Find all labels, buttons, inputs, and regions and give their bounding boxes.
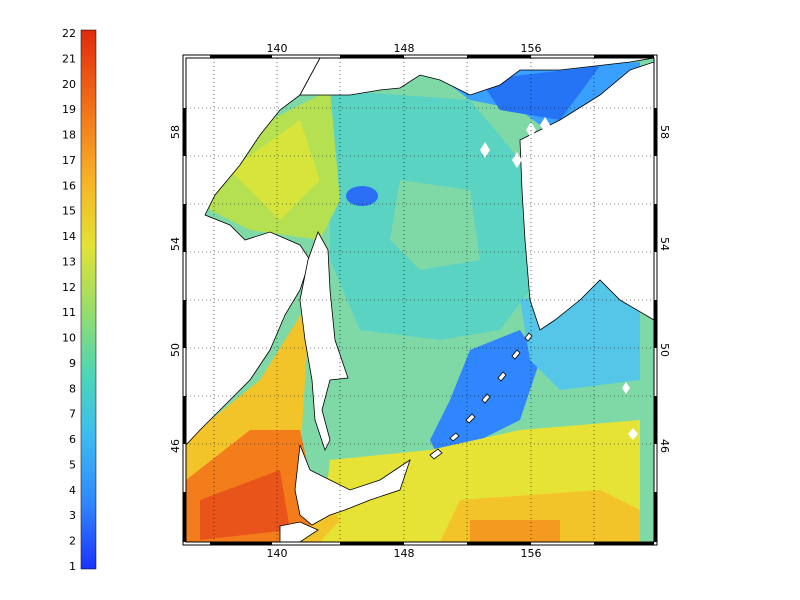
north-coast xyxy=(299,58,654,96)
colorbar-tick-label: 15 xyxy=(62,205,76,218)
colorbar-tick-label: 10 xyxy=(62,332,76,345)
colorbar-tick-label: 8 xyxy=(69,382,76,395)
colorbar-tick-label: 18 xyxy=(62,129,76,142)
colorbar-tick-label: 17 xyxy=(62,154,76,167)
kamchatka xyxy=(519,61,654,331)
sakhalin xyxy=(299,231,349,452)
lon-labels-bottom: 140 148 156 xyxy=(267,547,542,560)
lon-label-top: 148 xyxy=(394,42,415,55)
lat-label-left: 58 xyxy=(169,125,182,139)
lon-label-bottom: 148 xyxy=(394,547,415,560)
colorbar-tick-label: 7 xyxy=(69,408,76,421)
lat-labels-right: 58 54 50 46 xyxy=(658,125,671,453)
colorbar-tick-label: 6 xyxy=(69,433,76,446)
lat-label-right: 46 xyxy=(658,439,671,453)
kuril-islands xyxy=(429,332,533,460)
colorbar-tick-label: 2 xyxy=(69,535,76,548)
colorbar-tick-label: 1 xyxy=(69,560,76,573)
colorbar-tick-label: 22 xyxy=(62,27,76,40)
colorbar-tick-label: 4 xyxy=(69,484,76,497)
lon-label-top: 140 xyxy=(267,42,288,55)
colorbar-tick-label: 13 xyxy=(62,255,76,268)
asia-mainland xyxy=(186,58,321,446)
lat-label-right: 50 xyxy=(658,343,671,357)
sst-field xyxy=(186,58,654,542)
lat-labels-left: 58 54 50 46 xyxy=(169,125,182,453)
colorbar-gradient xyxy=(80,29,97,570)
honshu xyxy=(279,521,319,542)
lon-label-bottom: 156 xyxy=(521,547,542,560)
lon-label-bottom: 140 xyxy=(267,547,288,560)
lon-label-top: 156 xyxy=(521,42,542,55)
colorbar-tick-label: 16 xyxy=(62,179,76,192)
colorbar-tick-label: 14 xyxy=(62,230,76,243)
colorbar-tick-label: 11 xyxy=(62,306,76,319)
map-frame xyxy=(182,54,658,546)
lon-labels-top: 140 148 156 xyxy=(267,42,542,55)
colorbar-tick-label: 12 xyxy=(62,281,76,294)
colorbar-tick-label: 3 xyxy=(69,509,76,522)
colorbar-tick-label: 21 xyxy=(62,52,76,65)
colorbar-tick-label: 5 xyxy=(69,458,76,471)
lat-label-left: 50 xyxy=(169,343,182,357)
lat-label-left: 46 xyxy=(169,439,182,453)
lat-label-left: 54 xyxy=(169,237,182,251)
hokkaido xyxy=(294,444,411,526)
colorbar-tick-label: 20 xyxy=(62,78,76,91)
graticule xyxy=(186,58,654,542)
colorbar-tick-label: 9 xyxy=(69,357,76,370)
lat-label-right: 58 xyxy=(658,125,671,139)
colorbar-tick-label: 19 xyxy=(62,103,76,116)
lat-label-right: 54 xyxy=(658,237,671,251)
